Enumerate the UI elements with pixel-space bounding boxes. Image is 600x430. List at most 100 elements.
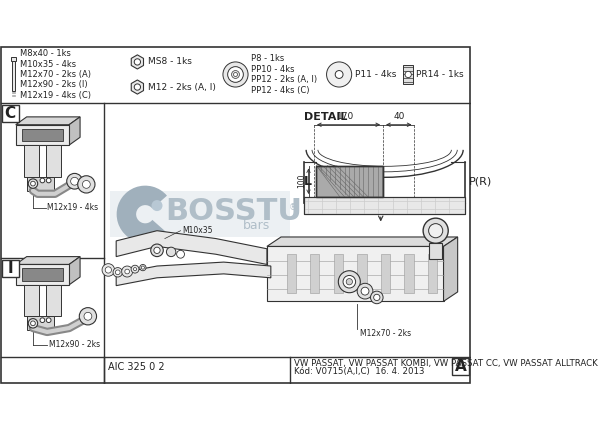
Polygon shape bbox=[69, 117, 80, 145]
Bar bbox=[26, 316, 54, 330]
Polygon shape bbox=[131, 55, 143, 69]
Bar bbox=[357, 254, 367, 294]
Circle shape bbox=[151, 244, 163, 257]
Circle shape bbox=[40, 178, 45, 183]
Circle shape bbox=[82, 181, 90, 188]
Bar bbox=[22, 129, 63, 141]
Circle shape bbox=[133, 267, 137, 271]
Text: bars: bars bbox=[244, 219, 271, 233]
Bar bbox=[381, 254, 390, 294]
Circle shape bbox=[338, 271, 361, 293]
Circle shape bbox=[346, 279, 352, 285]
Circle shape bbox=[79, 307, 97, 325]
Circle shape bbox=[78, 176, 95, 193]
Text: C: C bbox=[5, 106, 16, 121]
Text: M12x90 - 2ks: M12x90 - 2ks bbox=[49, 340, 100, 349]
Polygon shape bbox=[16, 117, 80, 125]
Circle shape bbox=[46, 178, 51, 183]
Text: I: I bbox=[7, 261, 13, 276]
Circle shape bbox=[31, 181, 35, 186]
Bar bbox=[287, 254, 296, 294]
Bar bbox=[267, 246, 443, 301]
Bar bbox=[26, 177, 54, 190]
Bar bbox=[334, 254, 343, 294]
Circle shape bbox=[335, 71, 343, 78]
Text: M8x40 - 1ks
M10x35 - 4ks
M12x70 - 2ks (A)
M12x90 - 2ks (I)
M12x19 - 4ks (C): M8x40 - 1ks M10x35 - 4ks M12x70 - 2ks (A… bbox=[20, 49, 91, 100]
Circle shape bbox=[361, 287, 369, 295]
Text: MS8 - 1ks: MS8 - 1ks bbox=[148, 58, 191, 66]
Text: P8 - 1ks
PP10 - 4ks
PP12 - 2ks (A, I)
PP12 - 4ks (C): P8 - 1ks PP10 - 4ks PP12 - 2ks (A, I) PP… bbox=[251, 54, 317, 95]
Bar bbox=[110, 191, 290, 237]
Text: P(R): P(R) bbox=[469, 176, 492, 186]
Circle shape bbox=[233, 73, 238, 77]
Text: M12 - 2ks (A, I): M12 - 2ks (A, I) bbox=[148, 83, 215, 92]
Bar bbox=[2, 260, 19, 277]
Circle shape bbox=[134, 84, 140, 90]
Bar bbox=[46, 145, 61, 177]
Text: A: A bbox=[455, 359, 467, 374]
Circle shape bbox=[131, 265, 139, 273]
Circle shape bbox=[28, 319, 38, 328]
Circle shape bbox=[232, 71, 239, 78]
Polygon shape bbox=[116, 231, 267, 264]
Circle shape bbox=[134, 59, 140, 65]
Polygon shape bbox=[116, 262, 271, 286]
Circle shape bbox=[140, 264, 146, 271]
Bar bbox=[404, 254, 413, 294]
Text: BOSSTU: BOSSTU bbox=[165, 197, 302, 226]
Circle shape bbox=[223, 62, 248, 87]
Circle shape bbox=[102, 264, 115, 276]
Circle shape bbox=[405, 71, 412, 78]
Bar bbox=[304, 197, 465, 214]
Circle shape bbox=[227, 67, 244, 82]
Bar bbox=[304, 197, 465, 214]
Polygon shape bbox=[131, 80, 143, 94]
Circle shape bbox=[166, 247, 176, 257]
Polygon shape bbox=[267, 237, 458, 246]
Circle shape bbox=[154, 247, 160, 253]
Text: 40: 40 bbox=[393, 112, 404, 121]
Circle shape bbox=[152, 200, 163, 211]
Circle shape bbox=[142, 266, 145, 269]
Text: M12x19 - 4ks: M12x19 - 4ks bbox=[47, 203, 98, 212]
Text: PR14 - 1ks: PR14 - 1ks bbox=[416, 70, 464, 79]
Bar bbox=[46, 285, 61, 316]
Circle shape bbox=[371, 291, 383, 304]
Text: L: L bbox=[304, 175, 312, 188]
Bar bbox=[12, 61, 15, 91]
Circle shape bbox=[357, 283, 373, 299]
Bar bbox=[403, 65, 413, 84]
Circle shape bbox=[113, 267, 122, 277]
Text: DETAIL: DETAIL bbox=[304, 112, 347, 122]
Circle shape bbox=[176, 250, 184, 258]
Polygon shape bbox=[69, 257, 80, 285]
Circle shape bbox=[40, 318, 45, 322]
Circle shape bbox=[122, 266, 133, 277]
Circle shape bbox=[31, 321, 35, 326]
Text: AIC 325 0 2: AIC 325 0 2 bbox=[109, 362, 165, 372]
Bar bbox=[22, 268, 63, 281]
Text: M10x35: M10x35 bbox=[182, 226, 212, 235]
Circle shape bbox=[115, 270, 120, 275]
Text: 100: 100 bbox=[297, 174, 306, 188]
Bar bbox=[428, 254, 437, 294]
Bar bbox=[16, 264, 69, 285]
Text: 170: 170 bbox=[337, 112, 354, 121]
Text: ®: ® bbox=[289, 203, 297, 212]
Circle shape bbox=[343, 276, 356, 288]
Bar bbox=[23, 285, 39, 316]
Circle shape bbox=[374, 294, 380, 301]
Bar bbox=[11, 57, 16, 61]
Polygon shape bbox=[16, 257, 80, 264]
Bar bbox=[452, 358, 469, 375]
Bar bbox=[310, 254, 319, 294]
Circle shape bbox=[428, 224, 443, 238]
Polygon shape bbox=[443, 237, 458, 301]
Bar bbox=[430, 243, 442, 259]
Bar bbox=[16, 125, 69, 145]
Circle shape bbox=[28, 179, 38, 188]
Text: Kód: V0715(A,I,C)  16. 4. 2013: Kód: V0715(A,I,C) 16. 4. 2013 bbox=[295, 368, 425, 377]
Circle shape bbox=[84, 312, 92, 320]
Circle shape bbox=[423, 218, 448, 243]
Bar bbox=[316, 166, 383, 197]
